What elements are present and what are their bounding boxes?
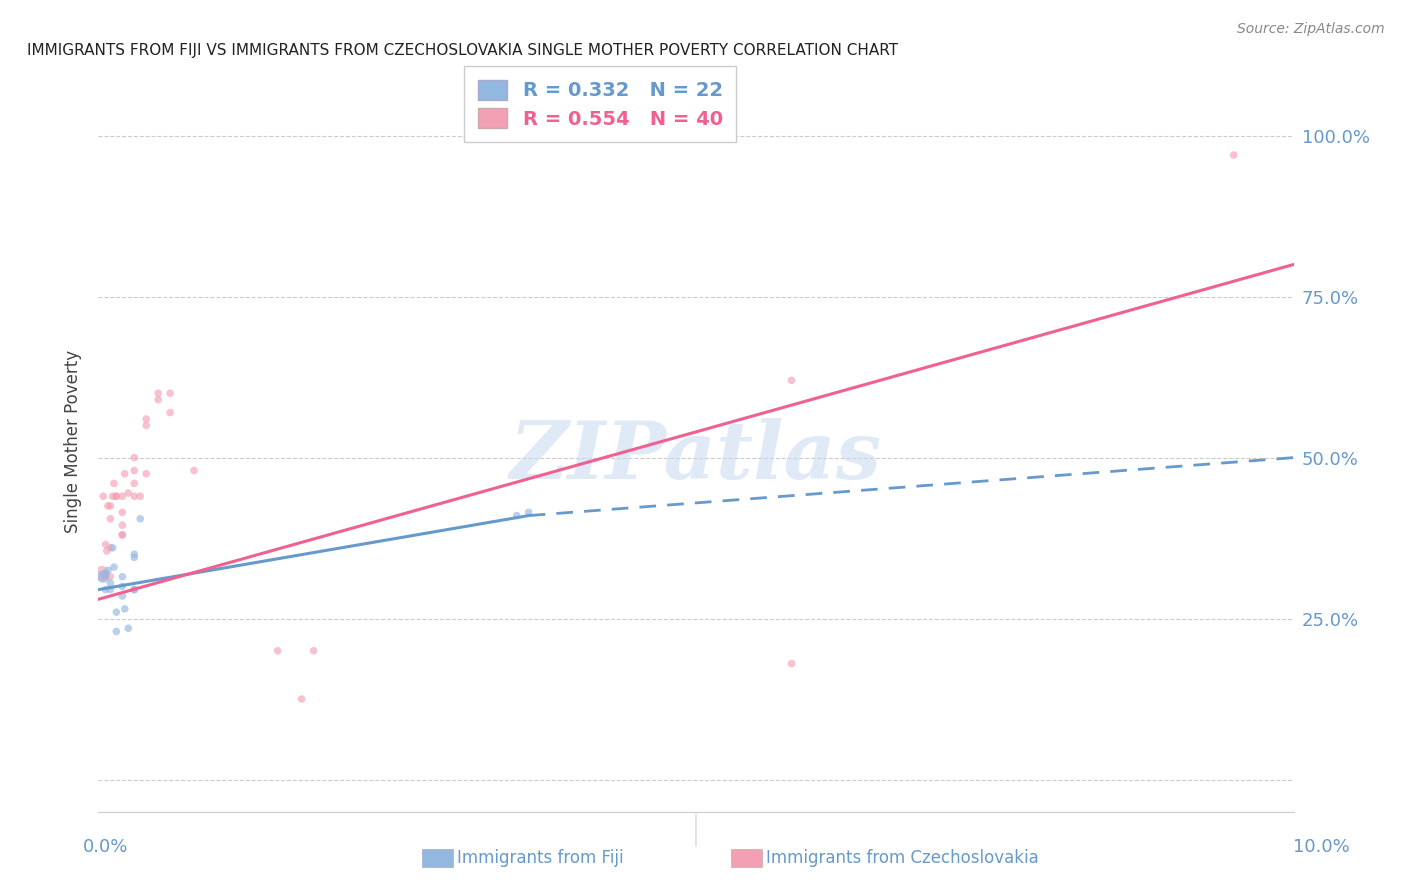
Legend: R = 0.332   N = 22, R = 0.554   N = 40: R = 0.332 N = 22, R = 0.554 N = 40 — [464, 66, 737, 143]
Point — [105, 489, 128, 503]
Point — [124, 489, 146, 503]
Point — [98, 570, 122, 584]
Point — [111, 518, 134, 533]
Point — [111, 528, 134, 542]
Point — [105, 605, 128, 619]
Text: Source: ZipAtlas.com: Source: ZipAtlas.com — [1237, 22, 1385, 37]
Point — [111, 579, 134, 593]
Point — [129, 489, 152, 503]
Point — [98, 576, 122, 591]
Point — [159, 406, 181, 420]
Point — [124, 476, 146, 491]
Point — [103, 476, 125, 491]
Point — [517, 505, 540, 519]
Point — [148, 386, 170, 401]
Point — [111, 528, 134, 542]
Point — [101, 489, 124, 503]
Point — [117, 621, 139, 635]
Point — [124, 547, 146, 561]
Point — [159, 386, 181, 401]
Y-axis label: Single Mother Poverty: Single Mother Poverty — [65, 350, 83, 533]
Point — [101, 541, 124, 555]
Point — [135, 412, 157, 426]
Text: 10.0%: 10.0% — [1294, 838, 1350, 855]
Point — [93, 570, 115, 584]
Point — [135, 467, 157, 481]
Point — [148, 392, 170, 407]
Point — [94, 537, 117, 551]
Text: Immigrants from Czechoslovakia: Immigrants from Czechoslovakia — [766, 849, 1039, 867]
Point — [267, 644, 290, 658]
Point — [96, 544, 118, 558]
Point — [105, 489, 128, 503]
Text: ZIPatlas: ZIPatlas — [510, 417, 882, 495]
Point — [93, 566, 115, 581]
Point — [111, 489, 134, 503]
Point — [1223, 148, 1246, 162]
Point — [103, 560, 125, 574]
Text: 0.0%: 0.0% — [83, 838, 128, 855]
Point — [98, 512, 122, 526]
Point — [135, 418, 157, 433]
Point — [291, 692, 314, 706]
Point — [124, 463, 146, 477]
Point — [97, 499, 120, 513]
Point — [124, 550, 146, 565]
Point — [91, 570, 114, 584]
Point — [111, 570, 134, 584]
Point — [91, 489, 114, 503]
Point — [506, 508, 529, 523]
Point — [780, 373, 803, 387]
Point — [114, 602, 136, 616]
Point — [780, 657, 803, 671]
Point — [302, 644, 325, 658]
Point — [91, 566, 114, 581]
Point — [124, 582, 146, 597]
Point — [94, 582, 117, 597]
Point — [111, 589, 134, 603]
Point — [98, 499, 122, 513]
Point — [98, 541, 122, 555]
Point — [183, 463, 205, 477]
Point — [97, 563, 120, 577]
Point — [117, 486, 139, 500]
Point — [105, 624, 128, 639]
Point — [98, 582, 122, 597]
Point — [111, 505, 134, 519]
Point — [124, 582, 146, 597]
Point — [124, 450, 146, 465]
Text: Immigrants from Fiji: Immigrants from Fiji — [457, 849, 624, 867]
Text: IMMIGRANTS FROM FIJI VS IMMIGRANTS FROM CZECHOSLOVAKIA SINGLE MOTHER POVERTY COR: IMMIGRANTS FROM FIJI VS IMMIGRANTS FROM … — [27, 43, 898, 58]
Point — [129, 512, 152, 526]
Point — [114, 467, 136, 481]
